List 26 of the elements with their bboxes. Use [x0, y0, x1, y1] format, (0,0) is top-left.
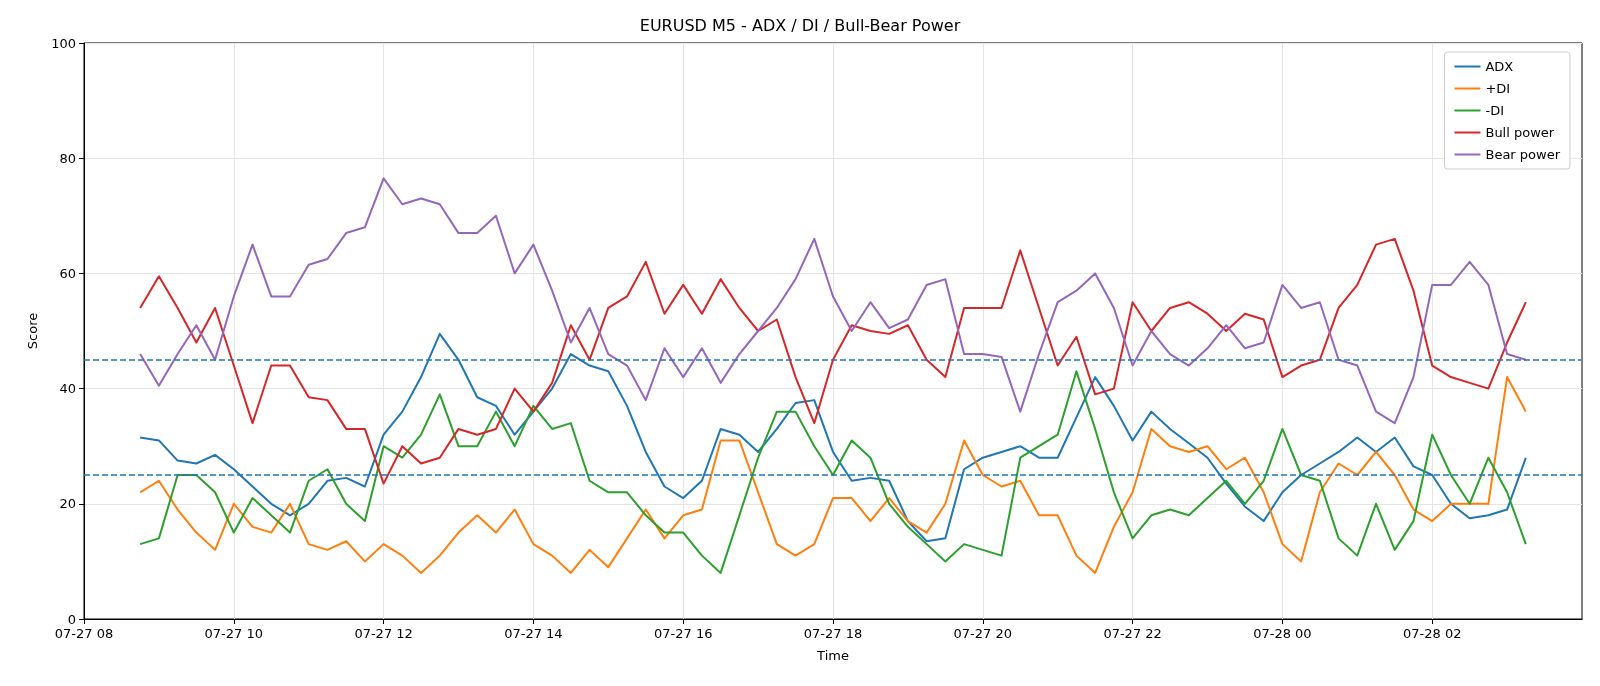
- x-tick-label: 07-27 14: [504, 626, 563, 641]
- y-tick-label: 80: [59, 150, 76, 166]
- x-tick-label: 07-27 08: [54, 626, 114, 641]
- x-tick-label: 07-27 16: [653, 626, 713, 641]
- line-series: [139, 237, 1527, 485]
- x-axis-title: Time: [816, 648, 849, 663]
- y-tick-label: 100: [51, 35, 76, 51]
- x-tick-label: 07-27 12: [354, 626, 413, 641]
- x-tick-label: 07-28 00: [1253, 626, 1312, 641]
- line-series: [139, 177, 1527, 425]
- legend-label: Bull power: [1485, 125, 1555, 140]
- y-tick-label: 20: [59, 496, 76, 512]
- y-tick-label: 40: [59, 381, 76, 397]
- y-tick-label: 0: [67, 611, 76, 627]
- legend-label: +DI: [1485, 81, 1511, 96]
- legend-label: Bear power: [1485, 147, 1561, 162]
- legend-label: -DI: [1485, 103, 1505, 118]
- legend-label: ADX: [1485, 59, 1514, 74]
- chart-title: EURUSD M5 - ADX / DI / Bull-Bear Power: [639, 15, 961, 35]
- x-tick-label: 07-27 22: [1103, 626, 1162, 641]
- y-axis-title: Score: [25, 312, 40, 350]
- x-tick-label: 07-27 20: [953, 626, 1013, 641]
- x-tick-label: 07-27 10: [204, 626, 264, 641]
- x-tick-label: 07-27 18: [803, 626, 863, 641]
- x-tick-label: 07-28 02: [1402, 626, 1462, 641]
- y-tick-label: 60: [59, 265, 76, 281]
